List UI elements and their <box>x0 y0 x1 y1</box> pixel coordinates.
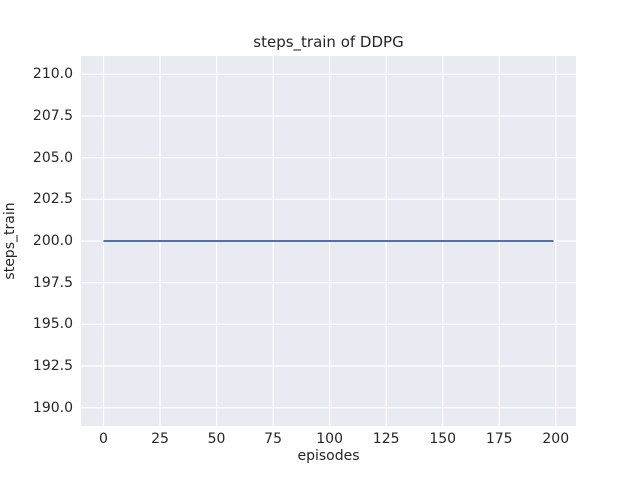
y-tick-label: 210.0 <box>32 66 73 83</box>
y-tick-label: 190.0 <box>32 399 73 416</box>
x-tick-label: 150 <box>429 431 457 447</box>
y-tick-label: 192.5 <box>32 358 73 374</box>
x-tick-label: 125 <box>372 431 400 447</box>
x-axis-label: episodes <box>297 448 360 464</box>
plot-area <box>81 56 576 426</box>
y-tick-label: 197.5 <box>32 274 73 291</box>
y-tick-label: 202.5 <box>32 191 73 208</box>
y-tick-label: 200.0 <box>32 233 73 249</box>
chart-title: steps_train of DDPG <box>253 33 404 51</box>
x-tick-label: 200 <box>542 431 570 447</box>
y-tick-label: 205.0 <box>32 149 73 166</box>
x-tick-label: 175 <box>485 431 513 447</box>
x-tick-label: 50 <box>207 431 226 447</box>
y-tick-label: 195.0 <box>32 316 73 333</box>
plot-canvas <box>81 56 576 426</box>
x-tick-label: 100 <box>316 431 343 447</box>
y-tick-label: 207.5 <box>32 108 73 124</box>
x-tick-label: 75 <box>264 431 283 447</box>
y-axis-label: steps_train <box>2 202 18 280</box>
x-tick-label: 0 <box>99 431 108 447</box>
x-tick-label: 25 <box>151 431 169 447</box>
